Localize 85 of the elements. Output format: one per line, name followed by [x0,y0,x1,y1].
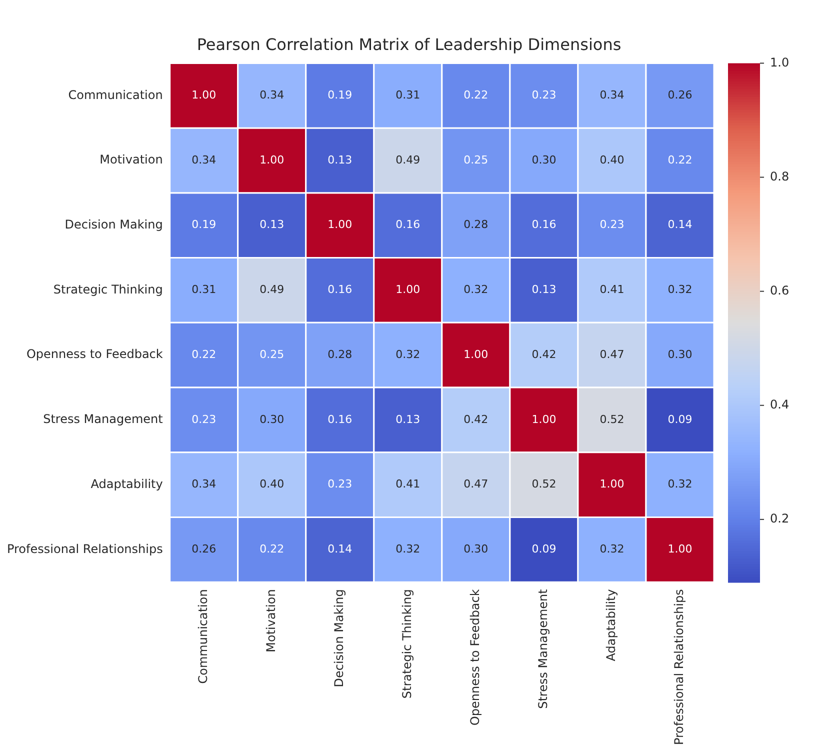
data-label: 1.00 [464,348,488,361]
data-label: 0.32 [668,478,692,491]
data-label: 0.31 [192,283,216,296]
data-label: 0.47 [464,478,488,491]
data-label: 0.09 [668,412,692,426]
data-label: 0.16 [328,412,352,426]
data-label: 0.13 [260,218,284,232]
y-tick-label: Stress Management [43,412,164,426]
data-label: 0.41 [396,478,420,491]
data-label: 0.31 [396,88,420,102]
data-label: 0.52 [600,412,624,426]
data-label: 0.49 [260,283,284,296]
data-label: 0.16 [328,283,352,296]
color-bar-label: 0.4 [770,397,790,412]
data-label: 0.28 [328,348,352,361]
data-label: 0.42 [532,348,556,361]
data-label: 1.00 [532,412,556,426]
data-label: 0.34 [192,153,216,166]
color-bar-label: 0.8 [770,169,790,184]
data-label: 0.32 [396,348,420,361]
color-bar-label: 1.0 [770,55,790,70]
data-label: 0.19 [328,88,352,102]
data-label: 0.25 [260,348,284,361]
data-label: 0.16 [532,218,556,232]
data-label: 1.00 [328,218,352,232]
data-label: 0.26 [668,88,692,102]
data-label: 0.30 [532,153,556,166]
data-label: 0.22 [668,153,692,166]
data-label: 0.52 [532,478,556,491]
data-label: 0.22 [192,348,216,361]
data-label: 0.14 [668,218,692,232]
x-tick-label: Motivation [264,589,278,652]
data-label: 1.00 [600,478,624,491]
x-tick-label: Openness to Feedback [468,589,482,726]
x-tick-label: Strategic Thinking [400,589,414,699]
y-tick-label: Motivation [100,152,163,167]
data-label: 0.41 [600,283,624,296]
data-label: 1.00 [260,153,284,166]
data-label: 0.26 [192,542,216,556]
data-label: 0.42 [464,412,488,426]
data-label: 0.32 [464,283,488,296]
data-label: 0.25 [464,153,488,166]
data-label: 0.30 [668,348,692,361]
chart-title: Pearson Correlation Matrix of Leadership Dimensions [196,34,622,54]
data-label: 0.34 [600,88,624,102]
x-tick-label: Stress Management [536,588,550,709]
y-tick-label: Adaptability [90,476,163,491]
y-tick-label: Strategic Thinking [53,282,163,296]
y-tick-label: Communication [68,88,163,102]
data-label: 0.13 [396,412,420,426]
y-tick-label: Openness to Feedback [26,347,163,362]
data-label: 0.23 [532,88,556,102]
data-label: 1.00 [668,542,692,556]
y-tick-label: Decision Making [64,218,163,232]
data-label: 0.49 [396,153,420,166]
data-label: 0.23 [600,218,624,232]
data-label: 0.30 [464,542,488,556]
color-bar-label: 0.2 [770,512,790,526]
data-label: 0.32 [668,283,692,296]
x-tick-label: Professional Relationships [672,589,686,746]
data-label: 0.16 [396,218,420,232]
data-label: 0.30 [260,412,284,426]
y-tick-label: Professional Relationships [6,542,163,556]
data-label: 0.09 [532,542,556,556]
data-label: 0.13 [328,153,352,166]
data-label: 0.34 [192,478,216,491]
data-label: 0.22 [260,542,284,556]
data-label: 0.19 [192,218,216,232]
x-tick-label: Adaptability [604,589,618,662]
data-label: 0.13 [532,283,556,296]
data-label: 1.00 [192,88,216,102]
color-bar-label: 0.6 [770,283,790,298]
data-label: 0.14 [328,542,352,556]
data-label: 0.23 [192,412,216,426]
data-label: 1.00 [396,283,420,296]
data-label: 0.40 [600,153,624,166]
data-label: 0.40 [260,478,284,491]
data-label: 0.23 [328,478,352,491]
x-tick-label: Decision Making [332,589,346,688]
data-label: 0.32 [396,542,420,556]
data-label: 0.28 [464,218,488,232]
data-label: 0.47 [600,348,624,361]
data-label: 0.34 [260,88,284,102]
data-label: 0.22 [464,88,488,102]
data-label: 0.32 [600,542,624,556]
